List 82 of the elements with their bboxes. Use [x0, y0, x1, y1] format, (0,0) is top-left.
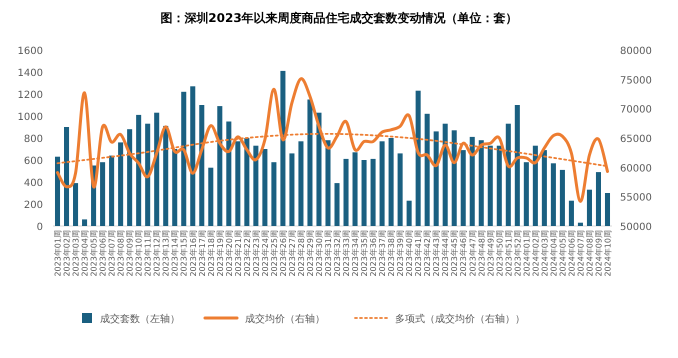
x-tick-label: 2023年32周 — [333, 230, 342, 277]
x-tick-label: 2023年40周 — [405, 230, 414, 277]
x-tick-label: 2023年19周 — [216, 230, 225, 277]
x-tick-label: 2023年28周 — [296, 230, 306, 277]
x-tick-label: 2023年41周 — [414, 230, 424, 277]
x-tick-label: 2023年11周 — [144, 230, 153, 277]
x-tick-label: 2023年10周 — [134, 230, 144, 277]
legend-label: 成交均价（右轴） — [245, 313, 325, 325]
x-tick-label: 2023年06周 — [98, 230, 108, 277]
y-tick-label: 1000 — [18, 112, 43, 123]
y-tick-label: 800 — [24, 134, 43, 145]
x-tick-label: 2023年16周 — [188, 230, 198, 277]
x-tick-label: 2023年48周 — [477, 230, 486, 277]
x-tick-label: 2023年47周 — [468, 230, 478, 277]
y-tick-label: 200 — [24, 200, 43, 211]
x-tick-label: 2024年07周 — [576, 230, 586, 277]
y2-tick-label: 75000 — [620, 75, 652, 86]
x-tick-label: 2023年12周 — [152, 230, 162, 277]
x-tick-label: 2023年52周 — [513, 230, 522, 277]
legend-label: 多项式（成交均价（右轴）） — [395, 313, 525, 325]
x-tick-label: 2023年33周 — [342, 230, 352, 277]
x-tick-label: 2023年18周 — [206, 230, 216, 277]
x-tick-label: 2023年14周 — [170, 230, 180, 277]
x-tick-label: 2023年26周 — [278, 230, 288, 277]
y2-tick-label: 80000 — [620, 46, 652, 57]
x-tick-label: 2023年46周 — [459, 230, 468, 277]
x-tick-label: 2023年07周 — [108, 230, 117, 277]
x-tick-label: 2023年35周 — [360, 230, 370, 277]
x-tick-label: 2024年02周 — [531, 230, 540, 277]
x-tick-label: 2023年50周 — [495, 230, 504, 277]
x-tick-label: 2023年44周 — [441, 230, 450, 277]
x-tick-label: 2024年05周 — [558, 230, 568, 277]
x-tick-label: 2024年03周 — [540, 230, 550, 277]
x-tick-label: 2024年10周 — [603, 230, 612, 277]
x-tick-label: 2023年38周 — [387, 230, 396, 277]
x-tick-label: 2023年42周 — [423, 230, 432, 277]
chart-title: 图：深圳2023年以来周度商品住宅成交套数变动情况（单位：套） — [160, 11, 518, 25]
x-tick-label: 2023年31周 — [324, 230, 333, 277]
y-tick-label: 0 — [36, 222, 43, 233]
y2-tick-label: 65000 — [620, 134, 652, 145]
x-tick-label: 2024年06周 — [567, 230, 576, 277]
y-tick-label: 1400 — [18, 68, 43, 79]
x-tick-label: 2023年17周 — [198, 230, 207, 277]
x-tick-label: 2023年08周 — [116, 230, 126, 277]
x-tick-label: 2023年02周 — [62, 230, 72, 277]
x-tick-label: 2023年39周 — [396, 230, 406, 277]
legend-label: 成交套数（左轴） — [100, 313, 180, 325]
y2-tick-label: 50000 — [620, 222, 652, 233]
x-tick-label: 2023年37周 — [378, 230, 388, 277]
x-tick-label: 2023年30周 — [314, 230, 324, 277]
x-tick-label: 2023年25周 — [270, 230, 279, 277]
x-tick-label: 2023年34周 — [351, 230, 360, 277]
y-tick-label: 600 — [24, 156, 43, 167]
x-tick-label: 2023年49周 — [486, 230, 496, 277]
y-tick-label: 1200 — [18, 90, 43, 101]
x-tick-label: 2023年01周 — [54, 230, 63, 277]
x-tick-label: 2023年09周 — [126, 230, 135, 277]
x-tick-label: 2024年09周 — [594, 230, 604, 277]
y2-tick-label: 60000 — [620, 163, 652, 174]
x-tick-label: 2023年20周 — [224, 230, 234, 277]
x-tick-label: 2023年04周 — [80, 230, 90, 277]
x-tick-label: 2023年05周 — [90, 230, 99, 277]
y-tick-label: 1600 — [18, 46, 43, 57]
x-tick-label: 2023年29周 — [306, 230, 315, 277]
x-tick-label: 2023年27周 — [288, 230, 297, 277]
x-tick-label: 2023年03周 — [72, 230, 81, 277]
x-tick-label: 2023年15周 — [180, 230, 189, 277]
x-tick-label: 2024年04周 — [549, 230, 558, 277]
x-tick-label: 2023年45周 — [450, 230, 460, 277]
x-tick-label: 2023年43周 — [432, 230, 442, 277]
y2-tick-label: 70000 — [620, 104, 652, 116]
x-tick-label: 2024年08周 — [585, 230, 594, 277]
y2-tick-label: 55000 — [620, 192, 652, 204]
x-tick-label: 2024年01周 — [522, 230, 532, 277]
x-tick-label: 2023年51周 — [504, 230, 514, 277]
x-tick-label: 2023年22周 — [242, 230, 252, 277]
x-tick-label: 2023年13周 — [162, 230, 171, 277]
x-tick-label: 2023年23周 — [252, 230, 261, 277]
x-tick-label: 2023年36周 — [369, 230, 378, 277]
y-tick-label: 400 — [24, 178, 43, 189]
x-tick-label: 2023年24周 — [260, 230, 270, 277]
x-tick-label: 2023年21周 — [234, 230, 243, 277]
